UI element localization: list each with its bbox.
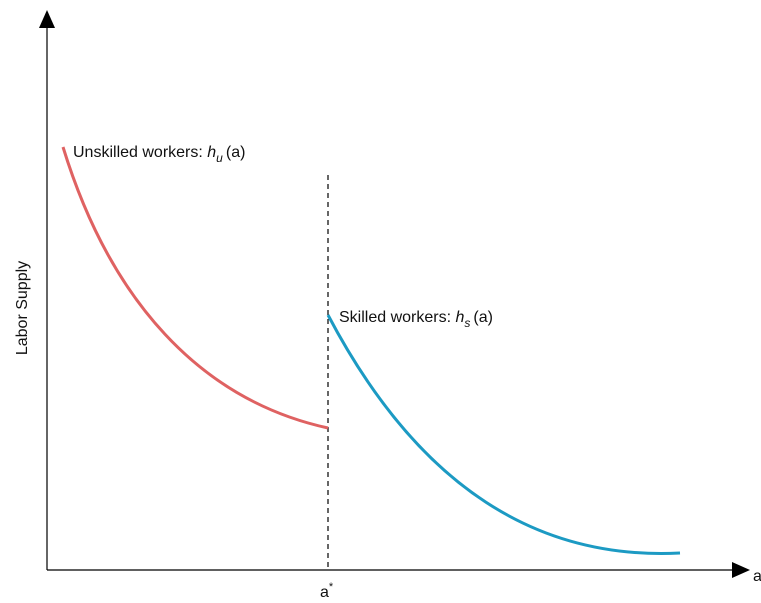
label-text: Skilled workers: [339,309,455,326]
y-axis-arrow [39,10,55,28]
unskilled-curve [61,146,329,430]
label-sub: u [216,151,223,165]
y-axis-label: Labor Supply [14,261,31,355]
x-axis-arrow [732,562,750,578]
label-sub: s [464,316,470,330]
tick-sup: * [329,581,334,593]
label-var: h [455,309,464,326]
x-tick-label: a* [320,581,334,601]
tick-base: a [320,584,329,601]
label-var: h [207,144,216,161]
label-text: Unskilled workers: [73,144,207,161]
label-arg: (a) [473,309,493,326]
unskilled-label: Unskilled workers: hu (a) [73,144,245,165]
label-arg: (a) [226,144,246,161]
x-axis-label: a [753,568,761,585]
skilled-curve [326,314,681,555]
skilled-label: Skilled workers: hs (a) [339,309,493,330]
